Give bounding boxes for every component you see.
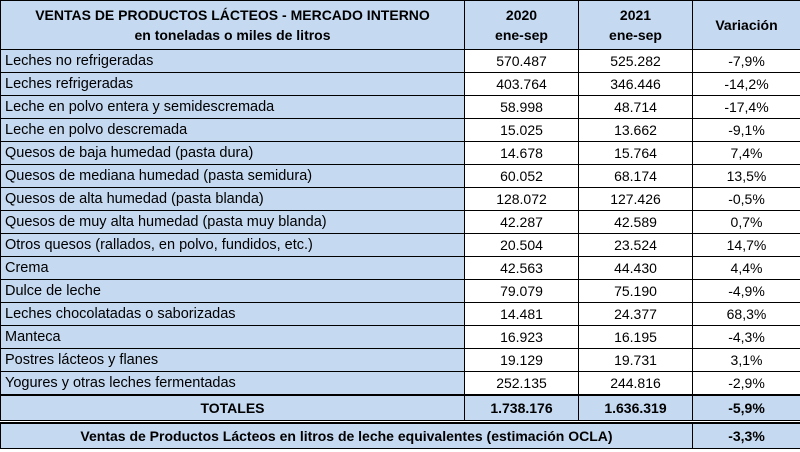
product-label: Quesos de muy alta humedad (pasta muy bl…: [0, 210, 465, 234]
value-2021: 23.524: [578, 233, 693, 257]
col-variation-header: Variación: [692, 0, 800, 50]
table-row: Manteca 16.923 16.195 -4,3%: [0, 325, 800, 349]
product-label: Leches no refrigeradas: [0, 49, 465, 73]
title-line2: en toneladas o miles de litros: [134, 27, 331, 43]
equivalent-label: Ventas de Productos Lácteos en litros de…: [0, 422, 693, 449]
variation: 0,7%: [692, 210, 800, 234]
table-row: Otros quesos (rallados, en polvo, fundid…: [0, 233, 800, 257]
product-label: Yogures y otras leches fermentadas: [0, 371, 465, 396]
value-2020: 128.072: [464, 187, 579, 211]
product-label: Leches refrigeradas: [0, 72, 465, 96]
variation: 14,7%: [692, 233, 800, 257]
variation: -14,2%: [692, 72, 800, 96]
table-row: Quesos de alta humedad (pasta blanda) 12…: [0, 187, 800, 211]
equivalent-row: Ventas de Productos Lácteos en litros de…: [0, 422, 800, 449]
variation: -0,5%: [692, 187, 800, 211]
value-2020: 42.287: [464, 210, 579, 234]
table-row: Leche en polvo descremada 15.025 13.662 …: [0, 118, 800, 142]
variation: 7,4%: [692, 141, 800, 165]
totals-2021: 1.636.319: [578, 394, 693, 421]
header-row: VENTAS DE PRODUCTOS LÁCTEOS - MERCADO IN…: [0, 0, 800, 50]
value-2021: 15.764: [578, 141, 693, 165]
product-label: Otros quesos (rallados, en polvo, fundid…: [0, 233, 465, 257]
product-label: Quesos de alta humedad (pasta blanda): [0, 187, 465, 211]
product-label: Crema: [0, 256, 465, 280]
value-2021: 68.174: [578, 164, 693, 188]
variation: 3,1%: [692, 348, 800, 372]
product-label: Quesos de mediana humedad (pasta semidur…: [0, 164, 465, 188]
col-2020-header: 2020 ene-sep: [464, 0, 579, 50]
table-row: Quesos de mediana humedad (pasta semidur…: [0, 164, 800, 188]
value-2021: 42.589: [578, 210, 693, 234]
table-row: Quesos de baja humedad (pasta dura) 14.6…: [0, 141, 800, 165]
value-2020: 79.079: [464, 279, 579, 303]
value-2021: 75.190: [578, 279, 693, 303]
col-2021-year: 2021: [619, 7, 652, 23]
value-2021: 19.731: [578, 348, 693, 372]
equivalent-variation: -3,3%: [692, 422, 800, 449]
table-row: Leches chocolatadas o saborizadas 14.481…: [0, 302, 800, 326]
value-2020: 19.129: [464, 348, 579, 372]
value-2020: 42.563: [464, 256, 579, 280]
table-row: Leches refrigeradas 403.764 346.446 -14,…: [0, 72, 800, 96]
product-label: Manteca: [0, 325, 465, 349]
totals-2020: 1.738.176: [464, 394, 579, 421]
table-row: Dulce de leche 79.079 75.190 -4,9%: [0, 279, 800, 303]
value-2020: 14.481: [464, 302, 579, 326]
value-2020: 252.135: [464, 371, 579, 396]
col-2021-header: 2021 ene-sep: [578, 0, 693, 50]
variation: 13,5%: [692, 164, 800, 188]
totals-row: TOTALES 1.738.176 1.636.319 -5,9%: [0, 394, 800, 421]
value-2021: 48.714: [578, 95, 693, 119]
product-label: Dulce de leche: [0, 279, 465, 303]
col-2020-year: 2020: [505, 7, 538, 23]
variation: 4,4%: [692, 256, 800, 280]
variation: -4,9%: [692, 279, 800, 303]
totals-variation: -5,9%: [692, 394, 800, 421]
value-2021: 525.282: [578, 49, 693, 73]
value-2020: 60.052: [464, 164, 579, 188]
totals-label: TOTALES: [0, 394, 465, 421]
variation: -4,3%: [692, 325, 800, 349]
variation: -9,1%: [692, 118, 800, 142]
product-label: Quesos de baja humedad (pasta dura): [0, 141, 465, 165]
value-2020: 570.487: [464, 49, 579, 73]
product-label: Leche en polvo entera y semidescremada: [0, 95, 465, 119]
value-2020: 15.025: [464, 118, 579, 142]
value-2020: 20.504: [464, 233, 579, 257]
variation: -7,9%: [692, 49, 800, 73]
table-row: Quesos de muy alta humedad (pasta muy bl…: [0, 210, 800, 234]
title-line1: VENTAS DE PRODUCTOS LÁCTEOS - MERCADO IN…: [35, 7, 430, 23]
value-2021: 44.430: [578, 256, 693, 280]
value-2020: 403.764: [464, 72, 579, 96]
value-2021: 24.377: [578, 302, 693, 326]
table-row: Leches no refrigeradas 570.487 525.282 -…: [0, 49, 800, 73]
value-2020: 16.923: [464, 325, 579, 349]
product-label: Postres lácteos y flanes: [0, 348, 465, 372]
value-2021: 16.195: [578, 325, 693, 349]
table-title: VENTAS DE PRODUCTOS LÁCTEOS - MERCADO IN…: [0, 0, 465, 50]
value-2021: 244.816: [578, 371, 693, 396]
table-row: Leche en polvo entera y semidescremada 5…: [0, 95, 800, 119]
table-row: Yogures y otras leches fermentadas 252.1…: [0, 371, 800, 396]
table-row: Crema 42.563 44.430 4,4%: [0, 256, 800, 280]
value-2021: 127.426: [578, 187, 693, 211]
table-row: Postres lácteos y flanes 19.129 19.731 3…: [0, 348, 800, 372]
variation: -2,9%: [692, 371, 800, 396]
value-2020: 14.678: [464, 141, 579, 165]
variation: -17,4%: [692, 95, 800, 119]
product-label: Leche en polvo descremada: [0, 118, 465, 142]
value-2021: 13.662: [578, 118, 693, 142]
value-2020: 58.998: [464, 95, 579, 119]
variation: 68,3%: [692, 302, 800, 326]
col-2021-period: ene-sep: [609, 27, 662, 43]
product-label: Leches chocolatadas o saborizadas: [0, 302, 465, 326]
value-2021: 346.446: [578, 72, 693, 96]
col-2020-period: ene-sep: [495, 27, 548, 43]
